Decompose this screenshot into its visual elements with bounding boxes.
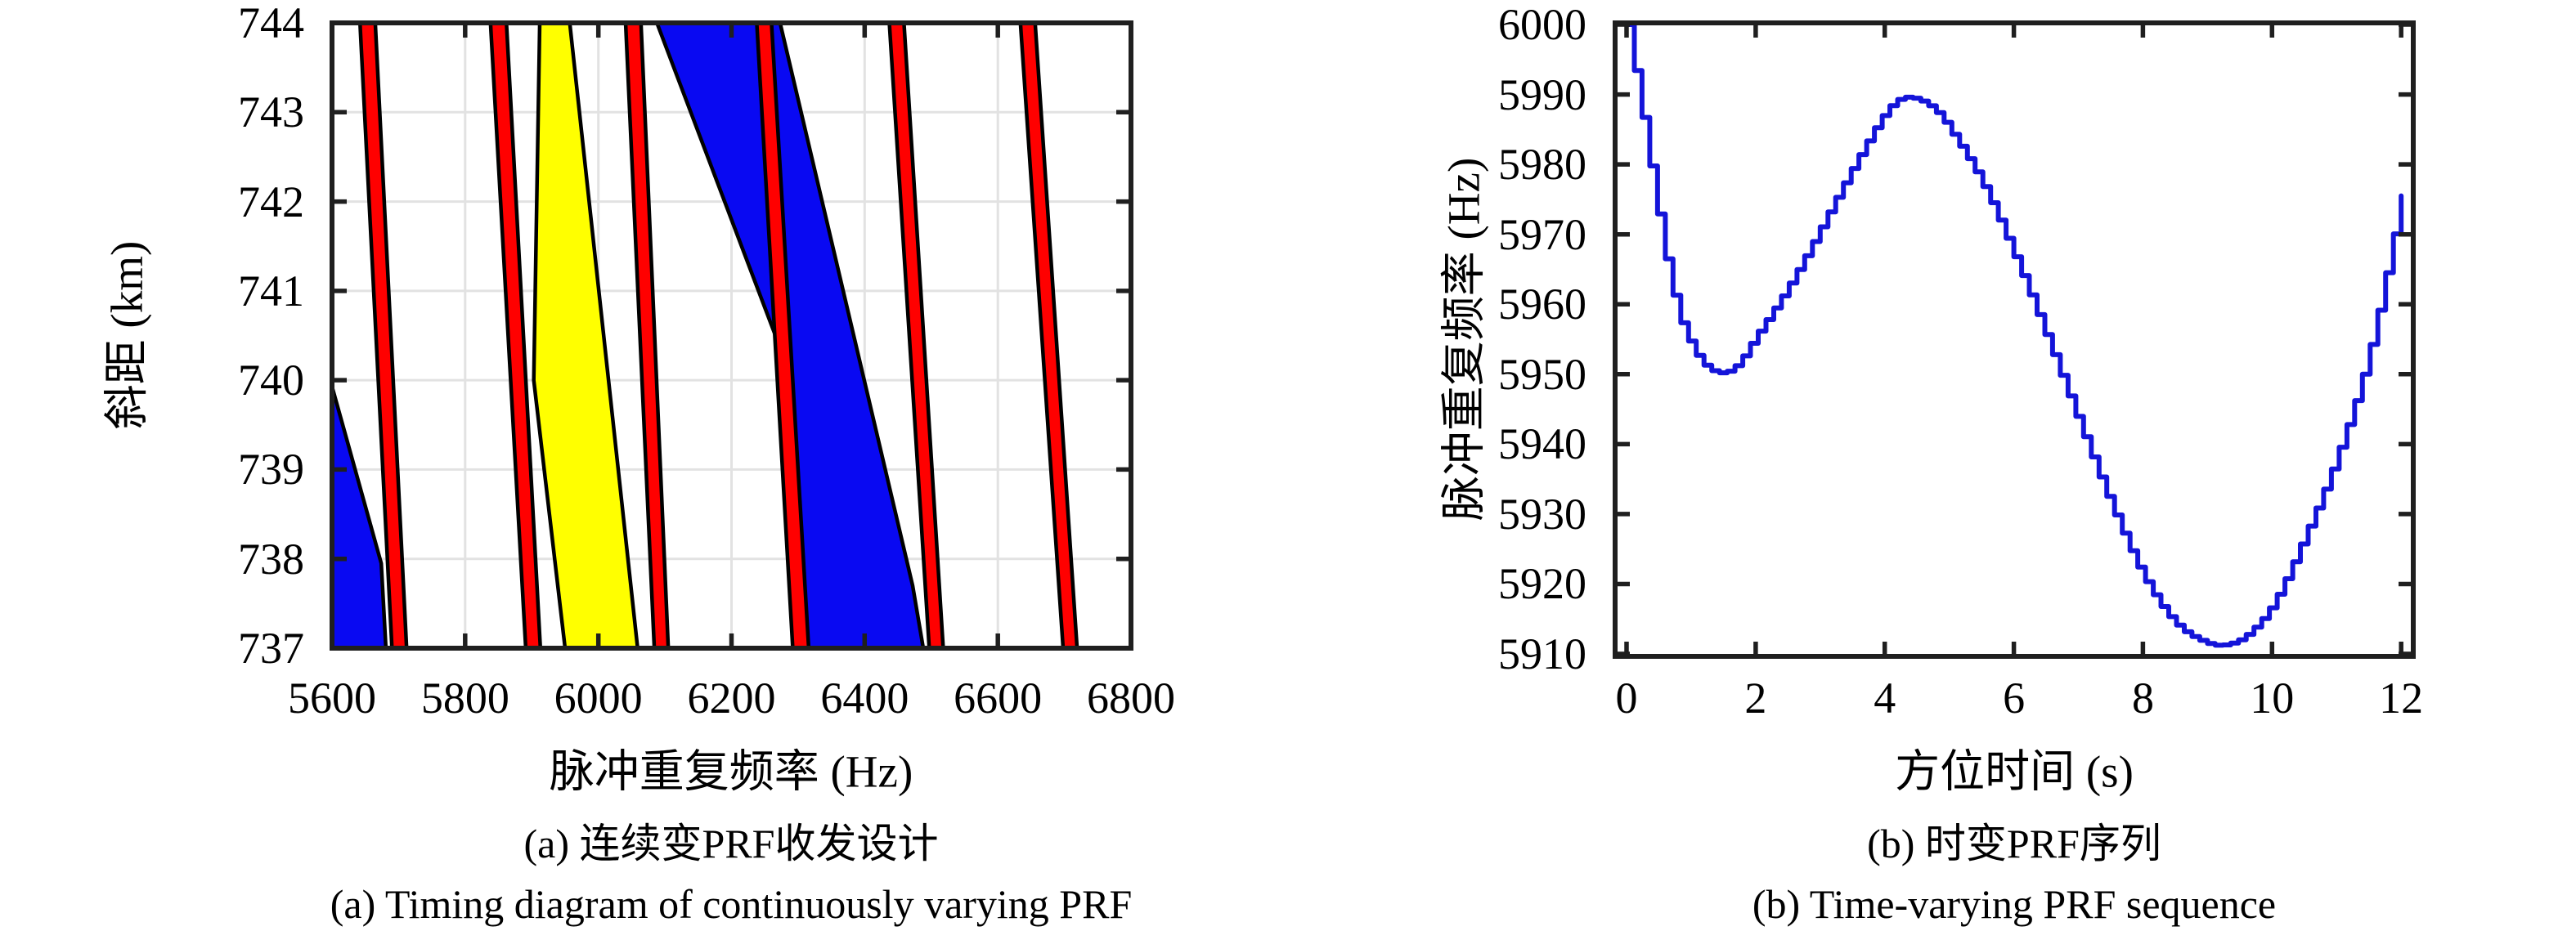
panel-b-y-tick-label: 5970	[1498, 209, 1586, 259]
panel-a-y-tick-label: 742	[238, 177, 304, 226]
panel-a-x-tick-label: 6000	[554, 674, 643, 723]
panel-b-x-tick-label: 6	[2003, 674, 2026, 723]
transmit-stripe	[623, 20, 671, 651]
panel-b-y-tick-label: 5910	[1498, 629, 1586, 679]
prf-sequence-curve	[1624, 22, 2404, 648]
panel-a-xlabel: 脉冲重复频率 (Hz)	[549, 746, 913, 797]
panel-a-x-tick-label: 6600	[954, 674, 1043, 723]
panel-b-y-tick-label: 5920	[1498, 559, 1586, 609]
panel-b-x-tick-label: 8	[2131, 674, 2154, 723]
panel-b-caption-zh: (b) 时变PRF序列	[1867, 821, 2161, 866]
panel-a-x-tick-label: 6800	[1087, 674, 1175, 723]
panel-b-x-tick-label: 10	[2250, 674, 2295, 723]
panel-b-y-tick-label: 5950	[1498, 349, 1586, 399]
panel-a-x-tick-label: 6200	[687, 674, 776, 723]
panel-b-x-tick-label: 12	[2379, 674, 2424, 723]
panel-a-caption-en: (a) Timing diagram of continuously varyi…	[330, 881, 1133, 927]
panel-a-y-tick-label: 744	[238, 0, 304, 47]
panel-a-y-tick-label: 740	[238, 356, 304, 405]
panel-a-caption-zh: (a) 连续变PRF收发设计	[523, 821, 939, 866]
panel-a-x-tick-label: 6400	[820, 674, 909, 723]
panel-a-y-tick-label: 739	[238, 445, 304, 495]
panel-a-x-tick-label: 5600	[288, 674, 376, 723]
panel-b-xlabel: 方位时间 (s)	[1895, 746, 2134, 797]
panel-b-y-tick-label: 5960	[1498, 280, 1586, 329]
panel-b-y-tick-label: 5940	[1498, 419, 1586, 469]
panel-a-x-tick-label: 5800	[420, 674, 509, 723]
panel-b-y-tick-label: 5930	[1498, 489, 1586, 539]
panel-b-y-tick-label: 5990	[1498, 69, 1586, 119]
panel-a-ylabel: 斜距 (km)	[101, 240, 152, 430]
blue-interference-region	[330, 386, 388, 651]
panel-b-caption-en: (b) Time-varying PRF sequence	[1752, 881, 2277, 927]
panel-b-y-tick-label: 6000	[1498, 0, 1586, 49]
panel-b-x-tick-label: 4	[1874, 674, 1896, 723]
panel-a-y-tick-label: 737	[238, 624, 304, 673]
panel-a-y-tick-label: 741	[238, 266, 304, 316]
transmit-stripe	[1018, 20, 1079, 651]
panel-b-ylabel: 脉冲重复频率 (Hz)	[1438, 157, 1489, 521]
panel-b-y-tick-label: 5980	[1498, 140, 1586, 190]
panel-a-y-tick-label: 738	[238, 534, 304, 584]
panel-a-y-tick-label: 743	[238, 87, 304, 137]
yellow-interference-region	[532, 20, 640, 651]
panel-b-x-tick-label: 2	[1744, 674, 1767, 723]
panel-b-x-tick-label: 0	[1615, 674, 1638, 723]
